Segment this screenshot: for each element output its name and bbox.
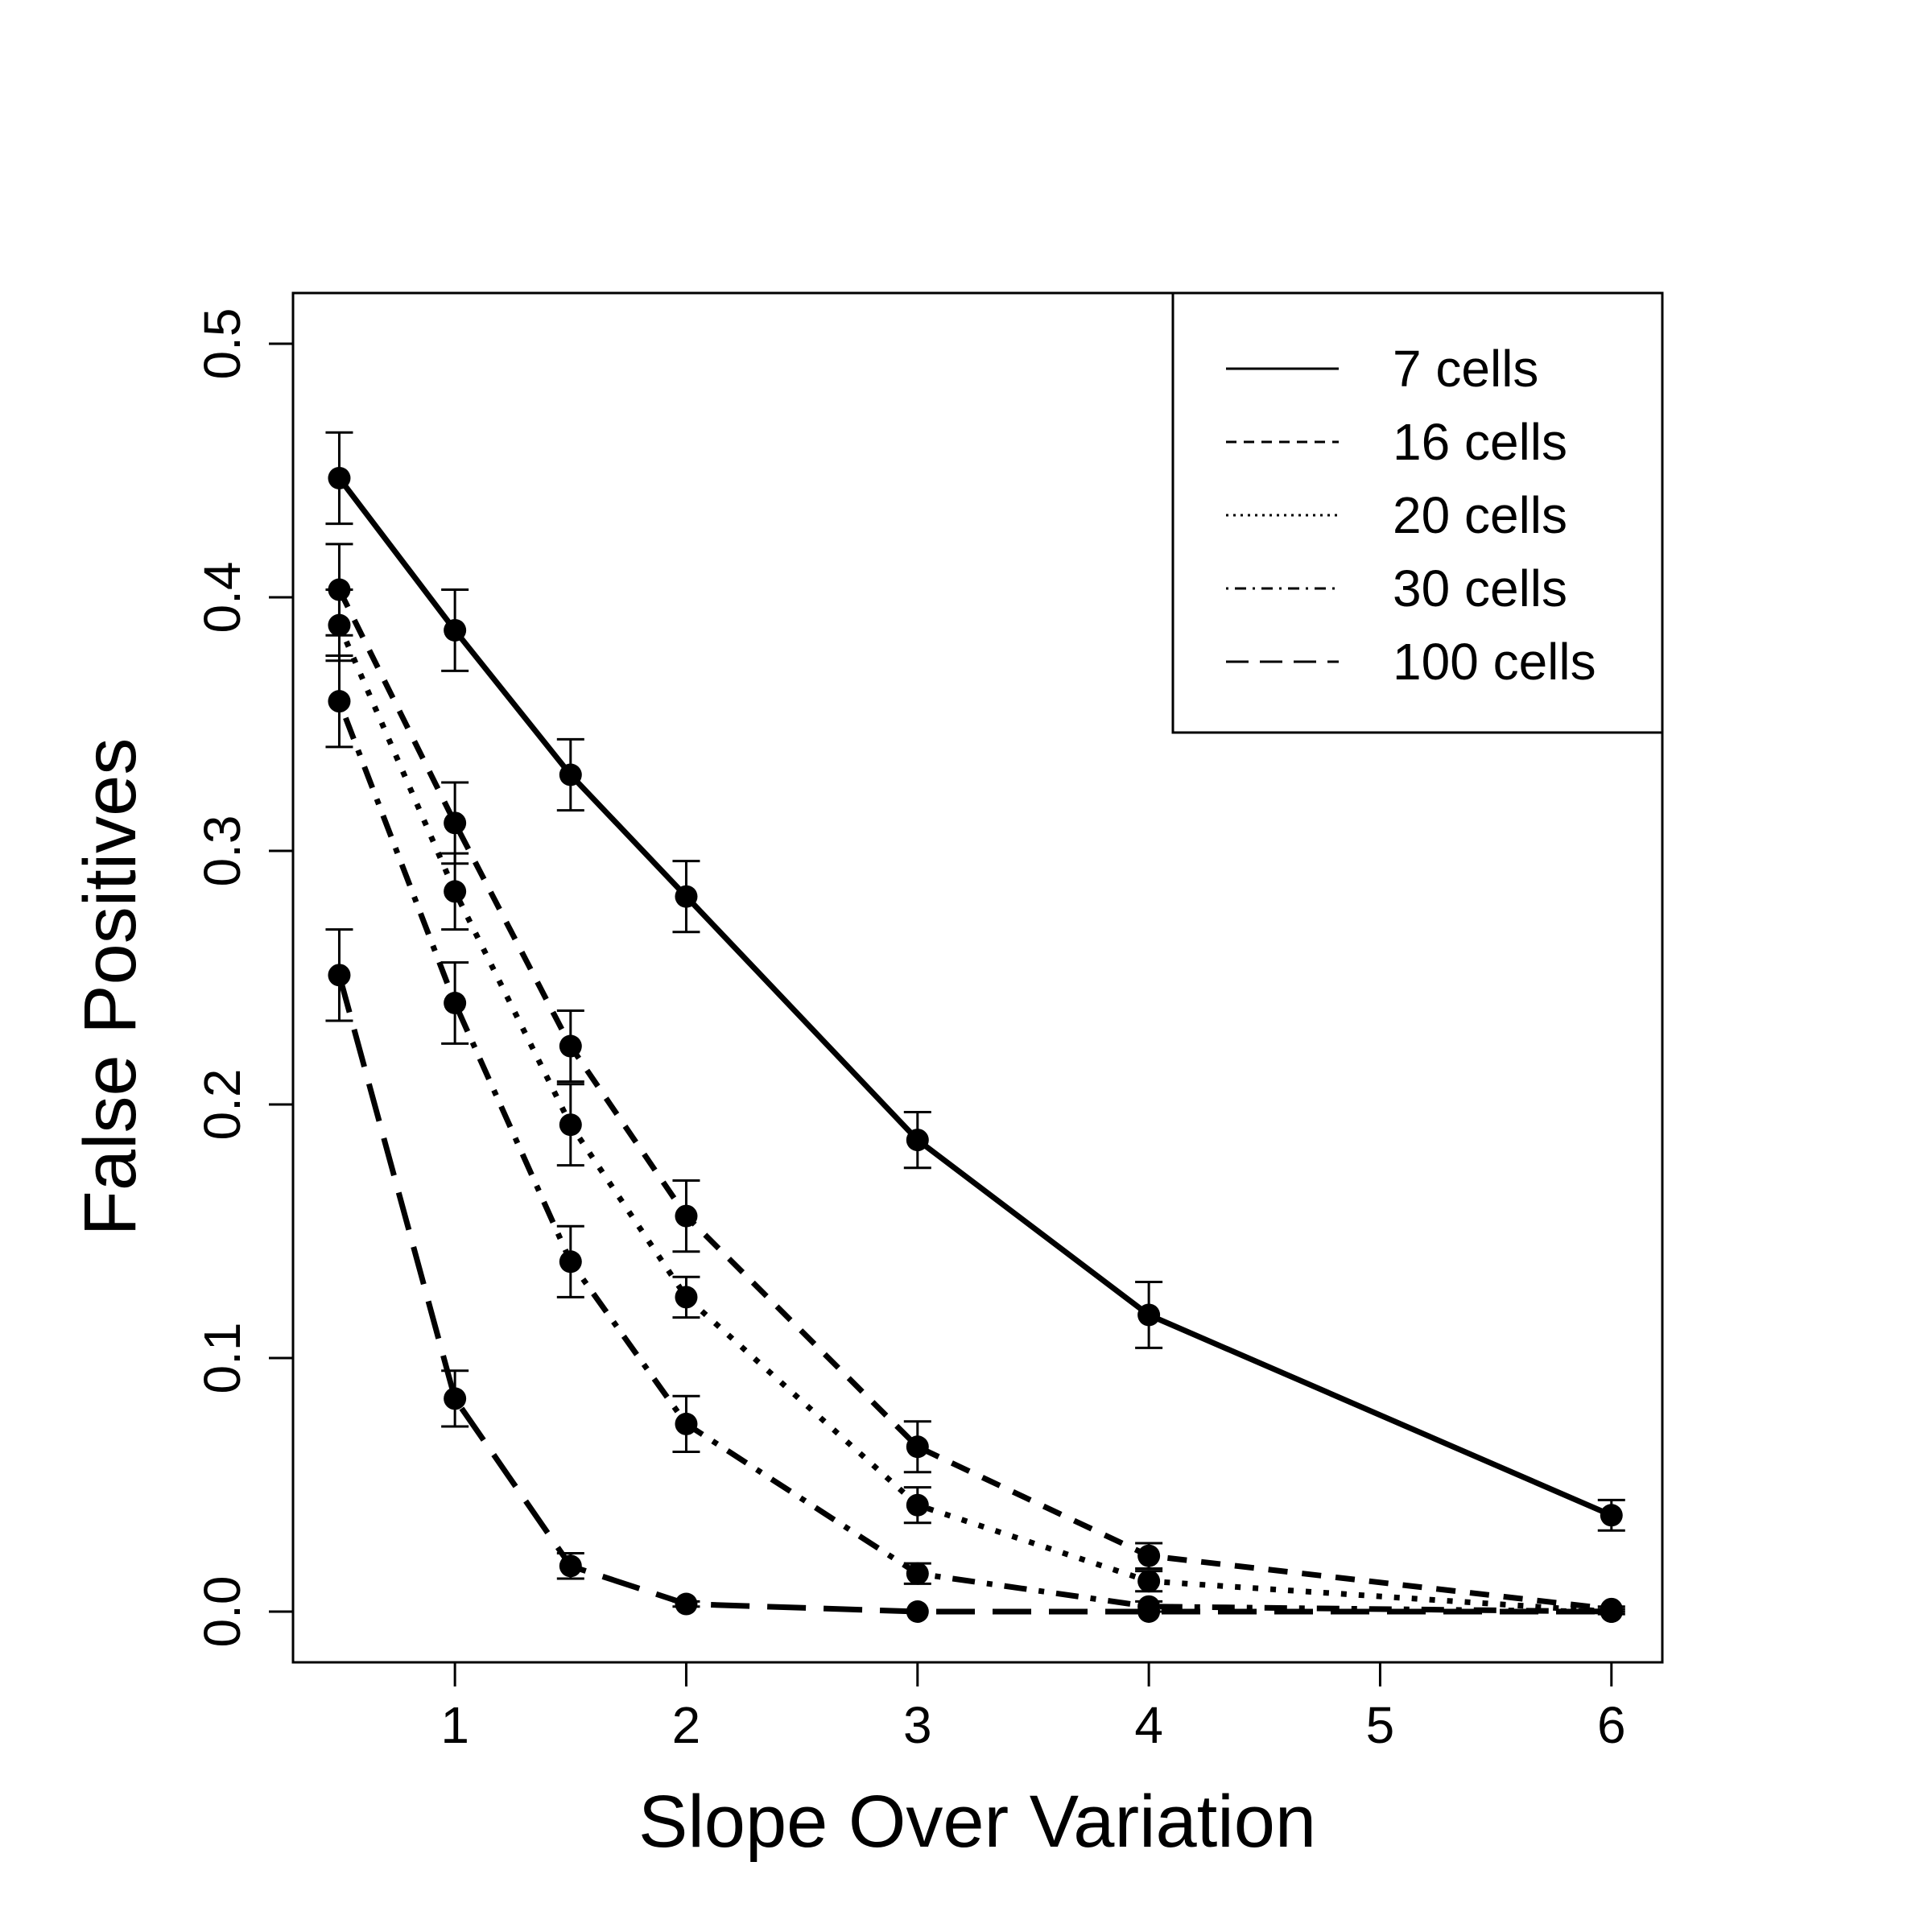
y-axis: 0.0 0.1 0.2 0.3 0.4 0.5 xyxy=(193,308,295,1648)
x-tick-label: 3 xyxy=(903,1696,932,1754)
y-tick-label: 0.2 xyxy=(193,1069,251,1141)
series-line-1 xyxy=(336,588,1612,1612)
legend-label-1: 16 cells xyxy=(1393,413,1567,471)
data-point xyxy=(1137,1544,1161,1567)
x-tick-label: 2 xyxy=(672,1696,701,1754)
data-point xyxy=(1600,1504,1623,1527)
data-point xyxy=(675,1412,698,1435)
series-line-2 xyxy=(336,624,1612,1615)
data-point xyxy=(906,1562,929,1585)
x-axis: 1 2 3 4 5 6 xyxy=(440,1661,1626,1754)
data-point xyxy=(444,1387,467,1410)
data-point xyxy=(906,1435,929,1459)
series-line-3 xyxy=(336,700,1612,1615)
data-point xyxy=(906,1600,929,1623)
data-point xyxy=(1600,1600,1623,1623)
data-point xyxy=(675,1204,698,1228)
data-point xyxy=(444,880,467,903)
y-tick-label: 0.5 xyxy=(193,308,251,380)
data-point xyxy=(675,1592,698,1616)
y-tick-label: 0.0 xyxy=(193,1576,251,1648)
data-point xyxy=(675,885,698,908)
y-axis-title: False Positives xyxy=(69,738,151,1236)
legend-label-4: 100 cells xyxy=(1393,633,1596,691)
data-point xyxy=(328,613,351,637)
data-point xyxy=(328,578,351,601)
y-tick-label: 0.3 xyxy=(193,815,251,887)
legend-label-0: 7 cells xyxy=(1393,340,1538,398)
data-point xyxy=(1137,1600,1161,1623)
legend-label-2: 20 cells xyxy=(1393,486,1567,544)
data-point xyxy=(444,811,467,835)
y-tick-label: 0.1 xyxy=(193,1323,251,1394)
data-point xyxy=(559,1113,582,1137)
data-point xyxy=(559,1034,582,1058)
data-point xyxy=(559,1250,582,1274)
data-points xyxy=(328,466,1623,1623)
data-point xyxy=(444,618,467,642)
data-point xyxy=(559,763,582,786)
legend-label-3: 30 cells xyxy=(1393,559,1567,617)
data-point xyxy=(328,466,351,489)
x-tick-label: 6 xyxy=(1597,1696,1626,1754)
data-point xyxy=(906,1129,929,1152)
series-line-4 xyxy=(336,974,1612,1615)
data-point xyxy=(906,1493,929,1517)
data-point xyxy=(328,964,351,987)
x-tick-label: 1 xyxy=(440,1696,469,1754)
y-tick-label: 0.4 xyxy=(193,562,251,634)
data-point xyxy=(559,1554,582,1578)
x-tick-label: 5 xyxy=(1366,1696,1395,1754)
x-tick-label: 4 xyxy=(1134,1696,1163,1754)
data-point xyxy=(1137,1570,1161,1593)
data-point xyxy=(328,690,351,713)
x-axis-title: Slope Over Variation xyxy=(638,1781,1316,1863)
legend-box xyxy=(1171,291,1664,734)
legend: 7 cells 16 cells 20 cells 30 cells 100 cells xyxy=(1171,291,1664,734)
data-point xyxy=(444,992,467,1014)
data-point xyxy=(675,1286,698,1309)
data-point xyxy=(1137,1303,1161,1327)
